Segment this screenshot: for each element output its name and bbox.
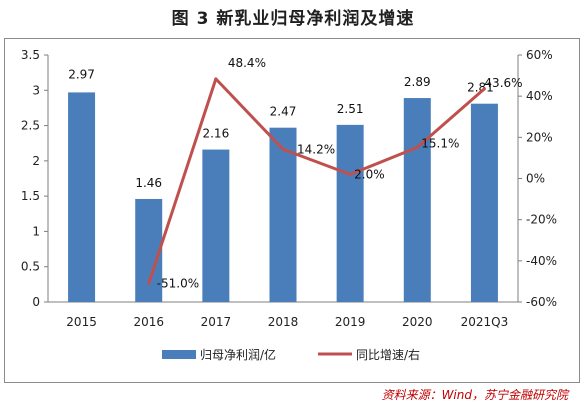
bar-data-label: 2.47 [270,105,297,119]
right-tick-label: 20% [526,130,553,144]
x-tick-label: 2017 [201,315,232,329]
x-tick-label: 2019 [335,315,366,329]
x-tick-label: 2015 [66,315,97,329]
x-tick-label: 2016 [133,315,164,329]
legend-line-label: 同比增速/右 [356,347,420,362]
left-tick-label: 2.5 [21,119,40,133]
chart-title: 图 3 新乳业归母净利润及增速 [171,9,415,29]
growth-point [281,147,285,151]
bar-data-label: 2.81 [467,81,494,95]
bar-data-label: 2.51 [337,102,364,116]
right-tick-label: -20% [526,213,557,227]
source-note: 资料来源：Wind，苏宁金融研究院 [381,388,568,402]
left-tick-label: 1.5 [21,189,40,203]
bar-data-label: 1.46 [135,176,162,190]
left-tick-label: 3.5 [21,48,40,62]
line-data-label: 14.2% [297,142,335,156]
line-data-label: 2.0% [354,167,385,181]
left-tick-label: 2 [32,154,40,168]
legend-bar-swatch [162,350,196,359]
growth-point [482,87,486,91]
bar [68,92,96,302]
growth-point [348,172,352,176]
right-tick-label: 60% [526,48,553,62]
line-data-label: 15.1% [421,136,459,150]
growth-line [147,77,486,284]
line-data-label: 43.6% [484,76,522,90]
left-tick-label: 1 [32,224,40,238]
bar [470,103,498,303]
x-tick-label: 2018 [268,315,299,329]
left-tick-label: 0.5 [21,260,40,274]
bar [269,127,297,302]
left-tick-label: 0 [32,295,40,309]
growth-point [214,77,218,81]
x-tick-label: 2021Q3 [461,315,509,329]
bar [202,149,230,302]
chart-frame [4,38,580,383]
right-tick-label: 40% [526,89,553,103]
bar-data-label: 2.97 [68,67,95,81]
bar [403,98,431,302]
right-tick-label: -60% [526,295,557,309]
line-data-label: -51.0% [157,276,199,290]
right-tick-label: 0% [526,172,545,186]
bar-data-label: 2.89 [404,75,431,89]
x-tick-label: 2020 [402,315,433,329]
line-data-label: 48.4% [228,56,266,70]
growth-point [147,281,151,285]
left-tick-label: 3 [32,83,40,97]
right-tick-label: -40% [526,254,557,268]
bar [336,124,364,302]
bar-data-label: 2.16 [202,127,229,141]
legend-bar-label: 归母净利润/亿 [200,347,276,362]
growth-point [415,145,419,149]
